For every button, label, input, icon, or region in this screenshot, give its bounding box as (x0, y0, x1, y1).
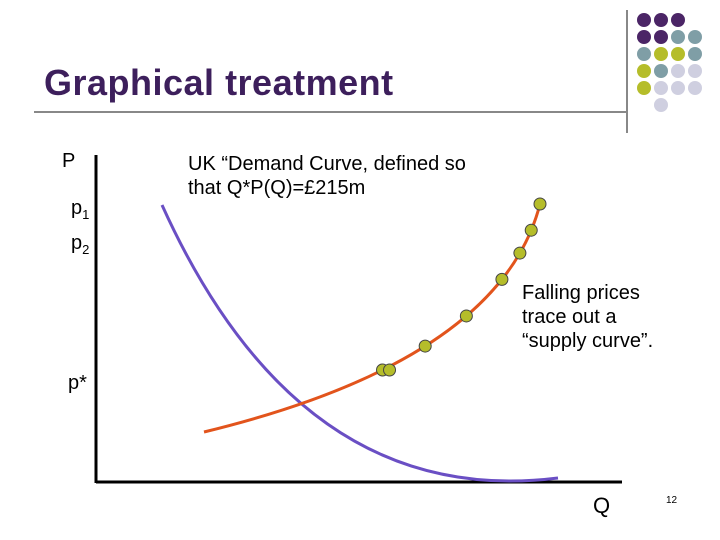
supply-point (383, 363, 397, 377)
price-label-p1: p1 (71, 197, 90, 222)
supply-curve (203, 203, 542, 434)
supply-curve-annotation: Falling prices trace out a “supply curve… (522, 282, 654, 352)
supply-point (513, 246, 527, 260)
demand-curve (160, 204, 559, 483)
decor-dot (688, 47, 702, 61)
supply-point (459, 309, 473, 323)
decor-dot (688, 81, 702, 95)
slide-title: Graphical treatment (44, 62, 394, 103)
page-number: 12 (666, 495, 678, 506)
decor-dot (637, 30, 651, 44)
decor-dot (671, 30, 685, 44)
decor-dot (688, 30, 702, 44)
decor-dot (654, 81, 668, 95)
decor-dot (637, 47, 651, 61)
decor-dot (637, 81, 651, 95)
decor-dot (654, 98, 668, 112)
decor-dot (671, 64, 685, 78)
supply-point (533, 197, 547, 211)
decor-dot (637, 64, 651, 78)
decorative-dot-grid (637, 13, 702, 112)
supply-point (495, 272, 509, 286)
title-underline (34, 111, 627, 113)
price-label-pstar: p* (68, 372, 87, 394)
decor-dot (654, 30, 668, 44)
y-axis-label: P (62, 150, 76, 172)
decor-dot (671, 47, 685, 61)
price-label-p2: p2 (71, 232, 90, 257)
decor-dot (654, 47, 668, 61)
supply-point (418, 339, 432, 353)
supply-point (524, 223, 538, 237)
decor-dot (637, 13, 651, 27)
x-axis-label: Q (593, 493, 611, 518)
decor-dot (671, 13, 685, 27)
header-divider (626, 10, 628, 133)
decor-dot (671, 81, 685, 95)
demand-curve-annotation: UK “Demand Curve, defined so that Q*P(Q)… (188, 153, 466, 199)
decor-dot (654, 64, 668, 78)
decor-dot (688, 64, 702, 78)
decor-dot (654, 13, 668, 27)
